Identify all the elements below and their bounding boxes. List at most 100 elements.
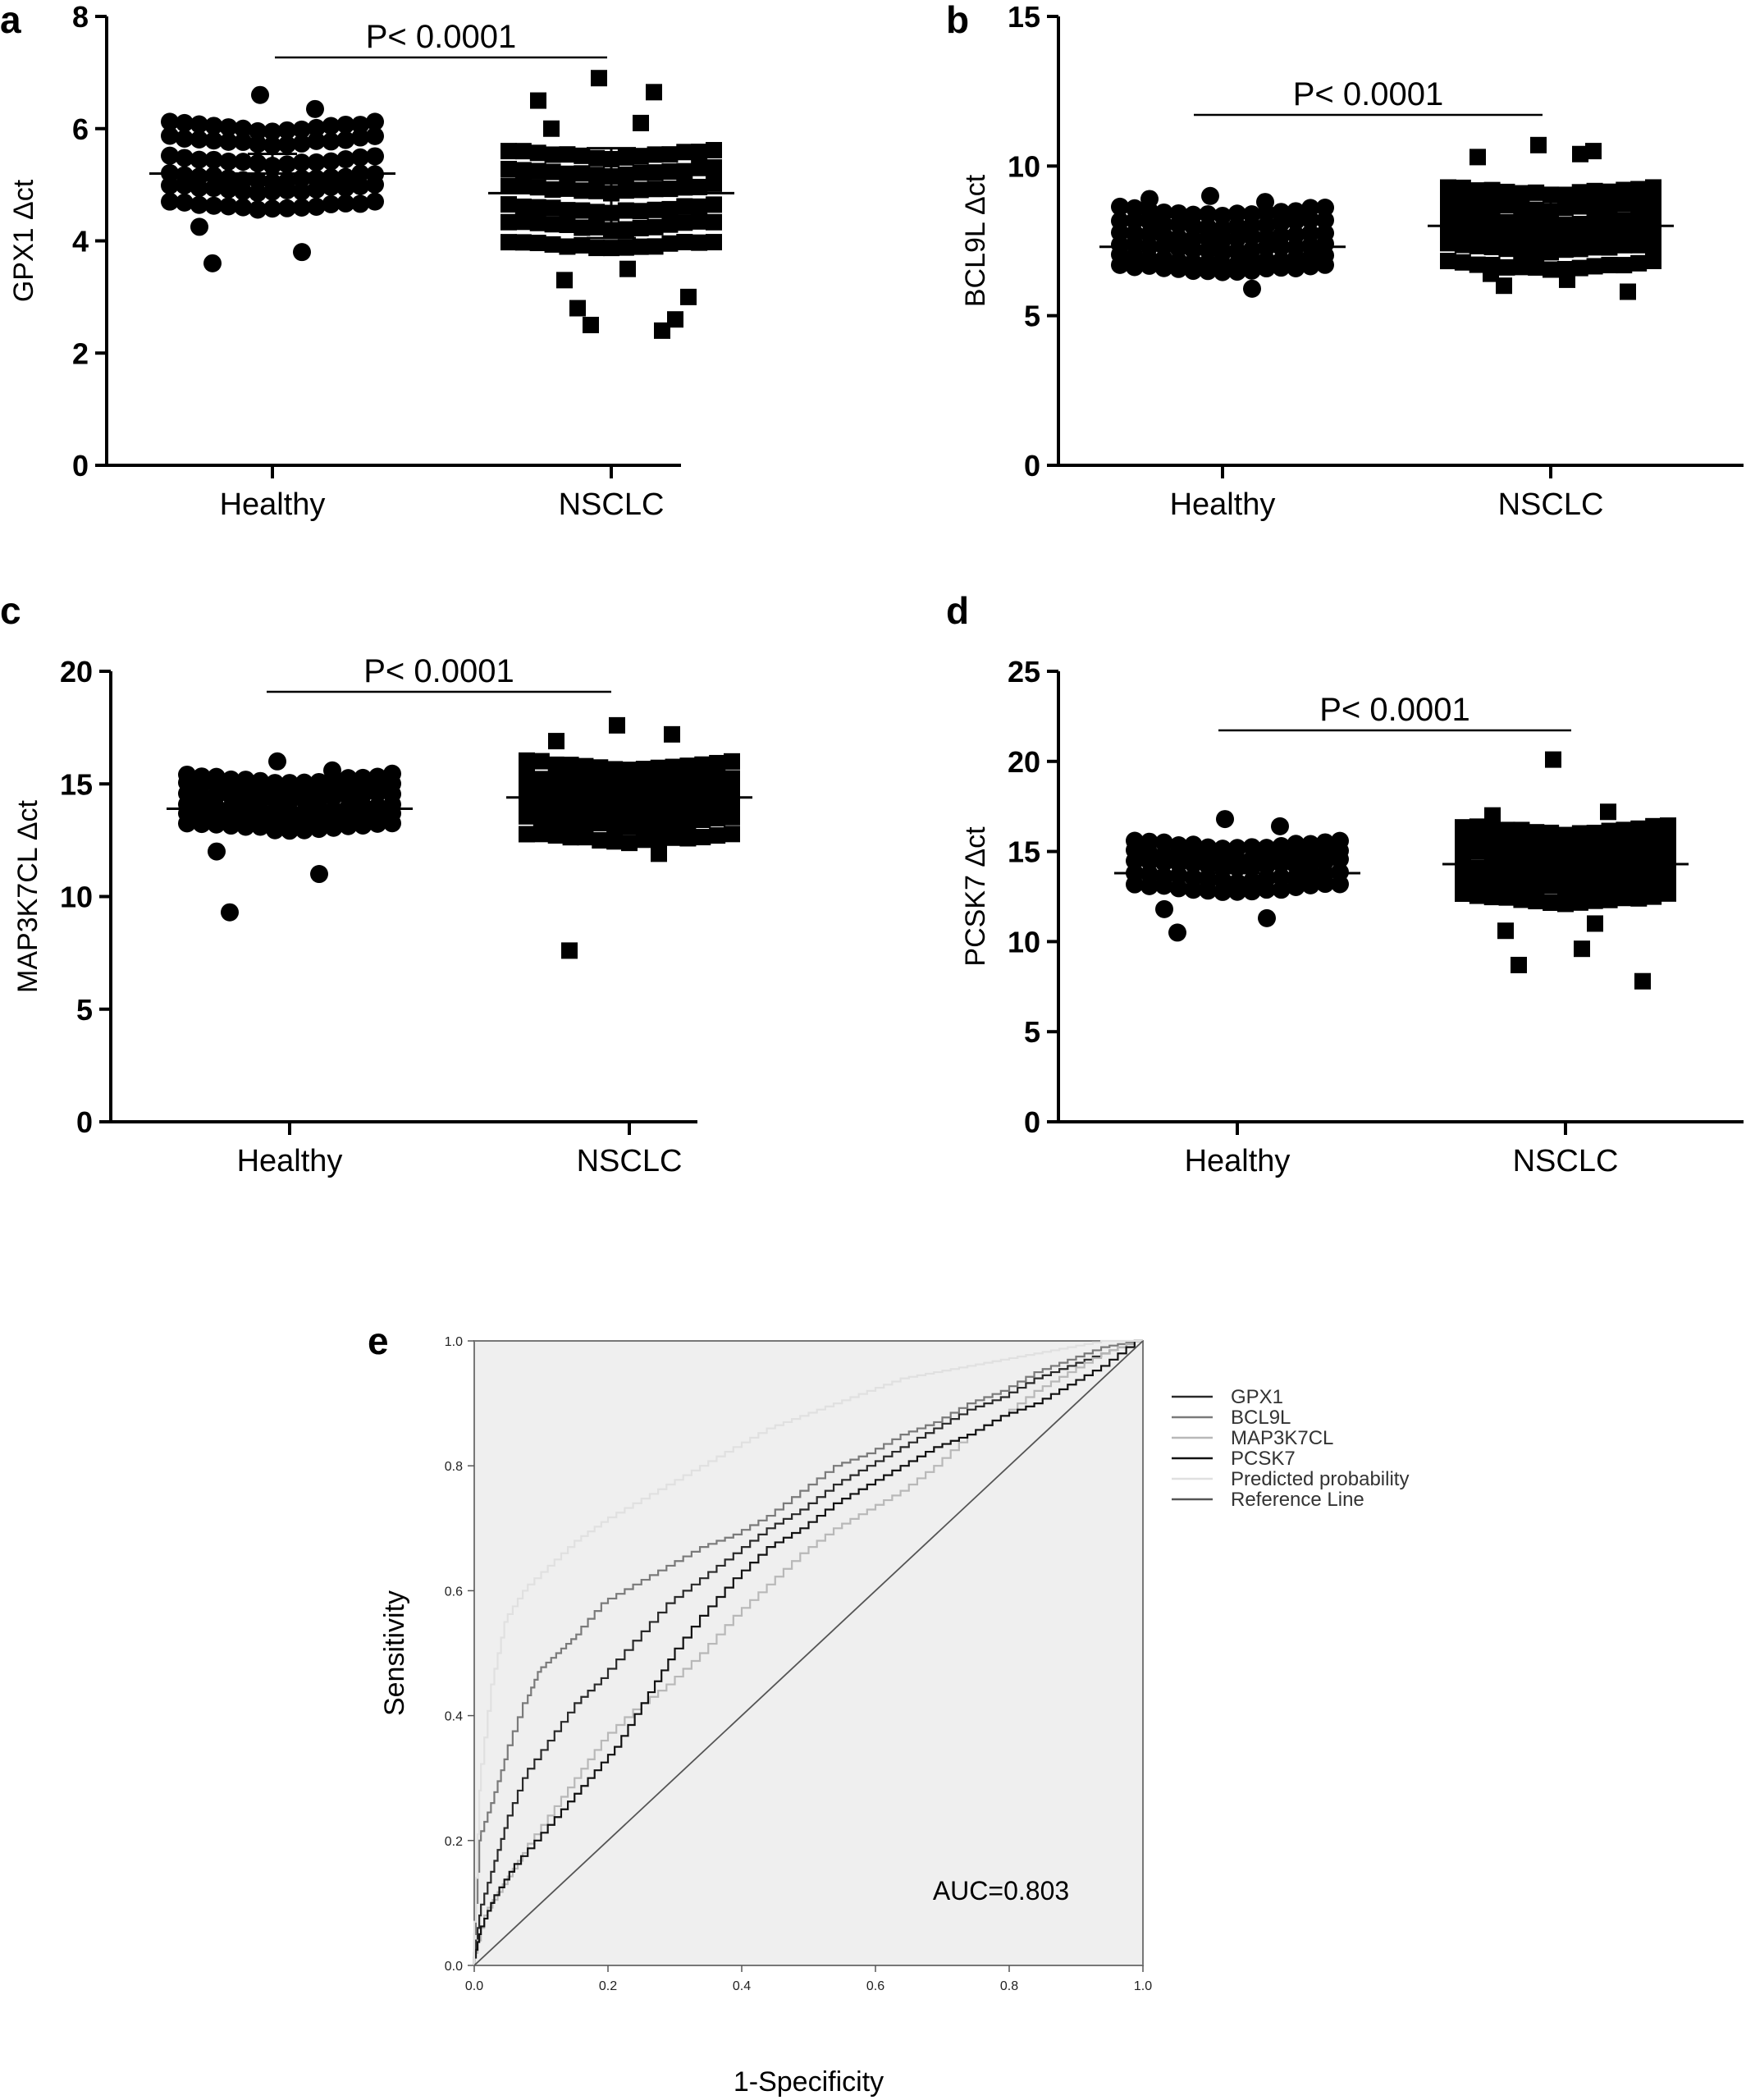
data-point [1616, 862, 1633, 879]
data-point [1586, 228, 1603, 245]
data-point [175, 193, 194, 212]
data-point [514, 177, 532, 194]
data-point [1600, 803, 1616, 821]
data-point [1216, 810, 1234, 829]
data-point [1154, 203, 1173, 222]
data-point [1586, 892, 1603, 909]
data-point [1258, 908, 1276, 927]
data-point [263, 122, 281, 141]
data-point [1660, 872, 1676, 889]
data-point [336, 115, 355, 134]
data-point [1660, 817, 1676, 835]
data-point [577, 787, 594, 804]
data-point [1543, 863, 1560, 881]
data-point [310, 865, 328, 884]
panel-letter-d: d [946, 589, 969, 632]
data-point [190, 195, 208, 214]
data-point [588, 218, 606, 236]
data-point [192, 767, 211, 786]
group-healthy [1099, 186, 1346, 298]
data-point [322, 194, 341, 213]
data-point [1630, 181, 1648, 198]
data-point [309, 772, 328, 791]
data-point [647, 238, 664, 255]
data-point [1513, 821, 1530, 839]
data-point [292, 198, 311, 217]
category-label-healthy: Healthy [237, 1144, 343, 1178]
data-point [1271, 817, 1289, 835]
data-point [706, 213, 722, 231]
data-point [724, 826, 740, 843]
panel-letter-a: a [0, 0, 21, 41]
data-point [709, 770, 726, 787]
data-point [1228, 839, 1246, 858]
data-point [208, 842, 226, 861]
data-point [606, 817, 624, 835]
data-point [249, 121, 267, 140]
data-point [249, 171, 267, 190]
legend-entry: MAP3K7CL [1231, 1427, 1333, 1449]
data-point [175, 166, 194, 185]
roc-y-tick-label: 1.0 [445, 1335, 463, 1349]
data-point [1169, 228, 1188, 247]
data-point [1601, 257, 1618, 274]
data-point [679, 814, 697, 831]
data-point [1169, 252, 1188, 271]
data-point [519, 808, 535, 825]
data-point [219, 118, 238, 137]
data-point [1586, 182, 1603, 199]
data-point [1630, 846, 1648, 863]
data-point [1469, 196, 1486, 213]
data-point [1571, 229, 1588, 246]
data-point [1214, 840, 1232, 858]
data-point [1440, 253, 1456, 270]
data-point [268, 752, 286, 771]
data-point [1601, 862, 1618, 879]
panel-letter-c: c [0, 589, 21, 632]
data-point [1454, 179, 1471, 196]
roc-series-gpx1 [473, 1339, 1143, 1965]
data-point [519, 783, 535, 800]
data-point [1140, 249, 1159, 268]
data-point [635, 831, 652, 849]
data-point [1543, 824, 1560, 841]
data-point [175, 129, 194, 148]
y-tick-label: 2 [72, 336, 89, 370]
data-point [529, 144, 546, 162]
data-point [322, 152, 341, 171]
data-point [1528, 201, 1545, 218]
data-point [263, 136, 281, 155]
legend-entry: PCSK7 [1231, 1448, 1296, 1470]
data-point [249, 135, 267, 153]
group-nsclc [1428, 136, 1674, 300]
data-point [588, 182, 606, 199]
data-point [1601, 876, 1618, 894]
data-point [1528, 184, 1545, 201]
data-point [709, 827, 726, 844]
data-point [632, 164, 649, 181]
data-point [514, 143, 532, 160]
data-point [577, 773, 594, 790]
data-point [368, 797, 387, 816]
data-point [1287, 835, 1305, 853]
y-tick-label: 8 [72, 0, 89, 34]
data-point [646, 84, 662, 101]
data-point [1587, 915, 1603, 932]
data-point [661, 235, 679, 252]
data-point [1571, 825, 1588, 842]
data-point [1272, 203, 1291, 222]
data-point [1301, 224, 1320, 243]
y-tick-label: 5 [1024, 300, 1040, 333]
data-point [709, 796, 726, 813]
data-point [562, 771, 579, 789]
data-point [617, 202, 634, 219]
data-point [1528, 258, 1545, 276]
roc-x-tick-label: 0.8 [1000, 1979, 1018, 1993]
y-tick-label: 15 [60, 767, 93, 801]
data-point [691, 198, 708, 215]
data-point [1616, 821, 1633, 839]
data-point [1601, 212, 1618, 229]
data-point [519, 752, 535, 769]
data-point [307, 197, 326, 216]
y-tick-label: 6 [72, 112, 89, 146]
